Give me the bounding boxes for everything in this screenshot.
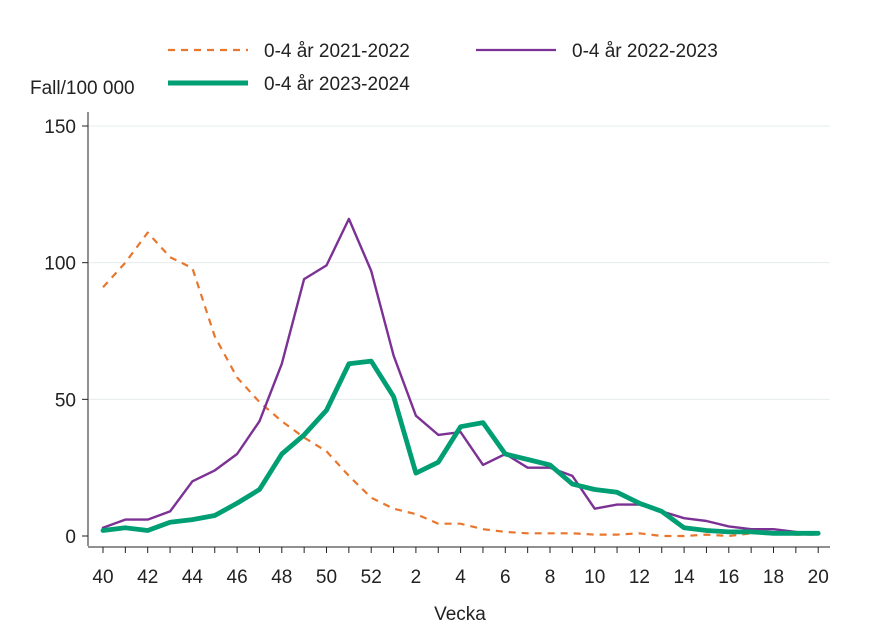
y-axis-title: Fall/100 000 — [30, 78, 135, 99]
series-group — [100, 217, 821, 538]
legend: 0-4 år 2021-2022 0-4 år 2022-2023 0-4 år… — [168, 41, 718, 95]
series-line-0 — [102, 231, 819, 538]
x-tick-label: 20 — [808, 567, 829, 588]
x-tick-label: 52 — [361, 567, 382, 588]
x-tick-label: 4 — [455, 567, 466, 588]
x-tick-label: 40 — [92, 567, 113, 588]
y-tick-label: 150 — [44, 117, 76, 138]
x-tick-label: 10 — [584, 567, 605, 588]
series-line-2 — [100, 358, 821, 536]
x-tick-label: 12 — [629, 567, 650, 588]
y-tick-label: 0 — [65, 527, 76, 548]
legend-label-0: 0-4 år 2021-2022 — [264, 41, 410, 62]
x-tick-label: 2 — [411, 567, 422, 588]
x-tick-label: 42 — [137, 567, 158, 588]
gridlines — [88, 125, 830, 400]
x-tick-label: 50 — [316, 567, 337, 588]
x-tick-label: 48 — [271, 567, 292, 588]
x-axis-title: Vecka — [434, 604, 486, 625]
x-tick-label: 44 — [182, 567, 204, 588]
y-tick-label: 100 — [44, 254, 76, 275]
x-tick-label: 8 — [545, 567, 556, 588]
legend-label-2: 0-4 år 2023-2024 — [264, 74, 410, 95]
legend-label-1: 0-4 år 2022-2023 — [572, 41, 718, 62]
x-tick-label: 16 — [718, 567, 739, 588]
series-line-1 — [101, 217, 820, 535]
x-tick-label: 14 — [674, 567, 696, 588]
x-tick-label: 6 — [500, 567, 511, 588]
x-tick-label: 46 — [227, 567, 248, 588]
x-tick-label: 18 — [763, 567, 784, 588]
y-tick-label: 50 — [55, 390, 76, 411]
